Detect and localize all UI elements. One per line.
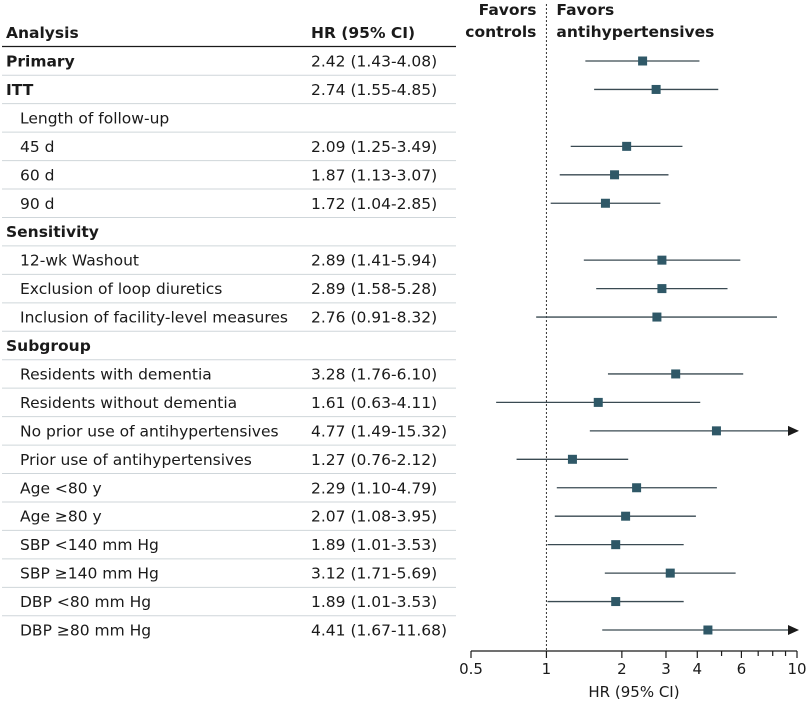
row-label: Age ≥80 y bbox=[20, 508, 102, 526]
x-axis-label: HR (95% CI) bbox=[588, 683, 679, 701]
hr-marker bbox=[657, 284, 667, 294]
row-group-label: Subgroup bbox=[6, 337, 91, 355]
row-group-label: Primary bbox=[6, 53, 75, 71]
row-label: No prior use of antihypertensives bbox=[20, 422, 279, 440]
row-label: 60 d bbox=[20, 166, 55, 184]
row-hr-value: 1.61 (0.63-4.11) bbox=[311, 394, 437, 412]
hr-marker bbox=[611, 540, 621, 550]
x-tick-label: 10 bbox=[787, 660, 806, 678]
row-label: Exclusion of loop diuretics bbox=[20, 280, 222, 298]
row-hr-value: 1.27 (0.76-2.12) bbox=[311, 451, 437, 469]
column-header-hr: HR (95% CI) bbox=[311, 24, 415, 42]
favors-right-line2: antihypertensives bbox=[556, 23, 714, 41]
row-hr-value: 4.41 (1.67-11.68) bbox=[311, 622, 447, 640]
hr-marker bbox=[600, 198, 610, 208]
hr-marker bbox=[665, 568, 675, 578]
row-label: 90 d bbox=[20, 195, 55, 213]
hr-marker bbox=[621, 511, 631, 521]
row-hr-value: 2.42 (1.43-4.08) bbox=[311, 53, 437, 71]
hr-marker bbox=[567, 454, 577, 464]
row-label: Inclusion of facility-level measures bbox=[20, 309, 288, 327]
row-label: 12-wk Washout bbox=[20, 252, 139, 270]
row-hr-value: 3.12 (1.71-5.69) bbox=[311, 565, 437, 583]
row-label: Prior use of antihypertensives bbox=[20, 451, 252, 469]
row-label: Residents without dementia bbox=[20, 394, 237, 412]
row-hr-value: 3.28 (1.76-6.10) bbox=[311, 365, 437, 383]
ci-arrow bbox=[788, 425, 799, 436]
favors-left-line2: controls bbox=[465, 23, 536, 41]
row-hr-value: 1.89 (1.01-3.53) bbox=[311, 593, 437, 611]
row-hr-value: 1.87 (1.13-3.07) bbox=[311, 166, 437, 184]
row-label: Age <80 y bbox=[20, 479, 102, 497]
hr-marker bbox=[671, 369, 681, 379]
hr-marker bbox=[622, 141, 632, 151]
x-tick-label: 2 bbox=[617, 660, 627, 678]
row-label: Residents with dementia bbox=[20, 365, 212, 383]
row-hr-value: 1.89 (1.01-3.53) bbox=[311, 536, 437, 554]
x-tick-label: 4 bbox=[693, 660, 703, 678]
hr-marker bbox=[632, 483, 642, 493]
favors-left-line1: Favors bbox=[479, 1, 537, 19]
hr-marker bbox=[657, 255, 667, 265]
row-label: 45 d bbox=[20, 138, 55, 156]
row-hr-value: 2.89 (1.41-5.94) bbox=[311, 252, 437, 270]
row-hr-value: 2.09 (1.25-3.49) bbox=[311, 138, 437, 156]
hr-marker bbox=[610, 170, 620, 180]
row-label: SBP ≥140 mm Hg bbox=[20, 565, 159, 583]
favors-right-line1: Favors bbox=[556, 1, 614, 19]
row-label: DBP <80 mm Hg bbox=[20, 593, 151, 611]
row-hr-value: 2.89 (1.58-5.28) bbox=[311, 280, 437, 298]
x-tick-label: 6 bbox=[737, 660, 747, 678]
row-group-label: Sensitivity bbox=[6, 223, 99, 241]
row-hr-value: 2.74 (1.55-4.85) bbox=[311, 81, 437, 99]
hr-marker bbox=[652, 312, 662, 322]
hr-marker bbox=[703, 625, 713, 635]
row-hr-value: 4.77 (1.49-15.32) bbox=[311, 422, 447, 440]
hr-marker bbox=[593, 397, 603, 407]
x-tick-label: 3 bbox=[661, 660, 671, 678]
row-label: DBP ≥80 mm Hg bbox=[20, 622, 151, 640]
row-hr-value: 1.72 (1.04-2.85) bbox=[311, 195, 437, 213]
x-tick-label: 1 bbox=[542, 660, 552, 678]
hr-marker bbox=[611, 597, 621, 607]
row-group-label: ITT bbox=[6, 81, 34, 99]
row-hr-value: 2.07 (1.08-3.95) bbox=[311, 508, 437, 526]
hr-marker bbox=[638, 56, 648, 66]
row-label: SBP <140 mm Hg bbox=[20, 536, 159, 554]
column-header-analysis: Analysis bbox=[6, 24, 79, 42]
hr-marker bbox=[711, 426, 721, 436]
row-hr-value: 2.76 (0.91-8.32) bbox=[311, 309, 437, 327]
hr-marker bbox=[651, 84, 661, 94]
row-hr-value: 2.29 (1.10-4.79) bbox=[311, 479, 437, 497]
row-label: Length of follow-up bbox=[20, 109, 169, 127]
ci-arrow bbox=[788, 625, 799, 635]
x-tick-label: 0.5 bbox=[459, 660, 483, 678]
